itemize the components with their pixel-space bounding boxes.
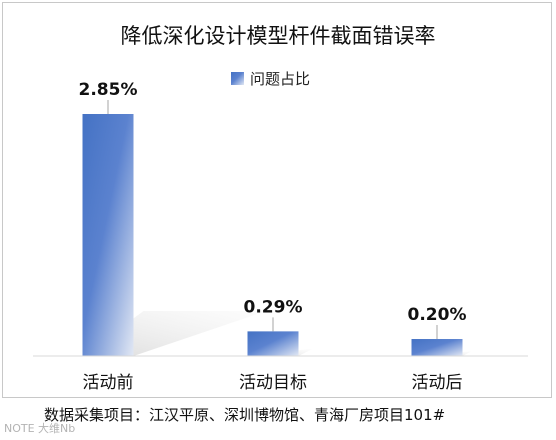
source-note: 数据采集项目：江汉平原、深圳博物馆、青海厂房项目101# xyxy=(44,406,446,424)
bar-活动目标 xyxy=(247,331,299,356)
data-label: 0.20% xyxy=(408,305,467,325)
bar-活动前 xyxy=(82,114,134,356)
legend: 问题占比 xyxy=(231,70,310,88)
watermark: NOTE 大维Nb xyxy=(4,422,76,435)
bar-chart: 降低深化设计模型杆件截面错误率 问题占比 2.85% 活动前 0.29% 活动目标 0.… xyxy=(33,24,528,393)
chart-title: 降低深化设计模型杆件截面错误率 xyxy=(121,24,436,48)
bar-活动后 xyxy=(411,339,463,356)
legend-swatch xyxy=(231,72,244,85)
data-label: 0.29% xyxy=(244,297,303,317)
x-tick-label: 活动目标 xyxy=(239,373,307,393)
x-tick-label: 活动前 xyxy=(83,373,134,393)
chart-frame: 降低深化设计模型杆件截面错误率 问题占比 2.85% 活动前 0.29% 活动目标 0.… xyxy=(2,2,552,398)
data-label: 2.85% xyxy=(79,80,138,100)
x-tick-label: 活动后 xyxy=(412,373,463,393)
legend-label: 问题占比 xyxy=(250,70,310,88)
